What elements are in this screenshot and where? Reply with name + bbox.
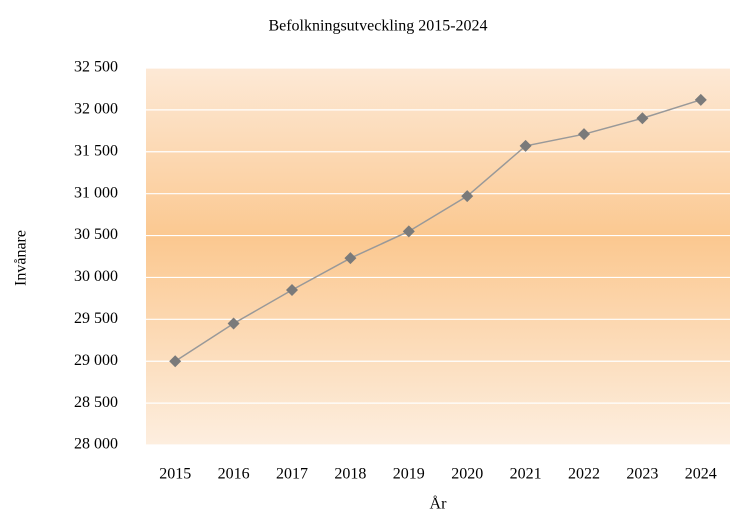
marker: [519, 139, 532, 152]
plot-area: [146, 68, 730, 445]
x-tick-label: 2019: [393, 466, 425, 483]
y-tick-label: 31 000: [74, 184, 118, 201]
x-tick-label: 2021: [510, 466, 542, 483]
marker: [636, 112, 649, 125]
y-tick-label: 29 500: [74, 310, 118, 327]
x-tick-label: 2018: [334, 466, 366, 483]
x-tick-label: 2020: [451, 466, 483, 483]
x-tick-label: 2015: [159, 466, 191, 483]
marker: [461, 190, 474, 203]
marker: [286, 284, 298, 297]
y-tick-label: 32 500: [74, 59, 118, 76]
chart-title: Befolkningsutveckling 2015-2024: [268, 18, 487, 35]
x-tick-label: 2024: [685, 466, 717, 483]
marker: [227, 317, 240, 330]
y-tick-label: 28 500: [74, 394, 118, 411]
y-tick-label: 28 000: [74, 436, 118, 453]
y-tick-label: 30 000: [74, 268, 118, 285]
marker: [694, 93, 707, 106]
marker: [402, 225, 415, 238]
marker: [344, 252, 357, 265]
y-tick-label: 32 000: [74, 101, 118, 118]
x-tick-label: 2023: [626, 466, 658, 483]
line: [174, 99, 702, 362]
y-tick-label: 30 500: [74, 226, 118, 243]
x-tick-label: 2022: [568, 466, 600, 483]
x-tick-label: 2016: [218, 466, 250, 483]
y-axis-label: Invånare: [13, 230, 30, 286]
marker: [578, 128, 590, 141]
marker: [169, 355, 182, 368]
y-tick-label: 29 000: [74, 352, 118, 369]
y-tick-label: 31 500: [74, 142, 118, 159]
x-tick-label: 2017: [276, 466, 308, 483]
x-axis-label: År: [430, 495, 448, 513]
